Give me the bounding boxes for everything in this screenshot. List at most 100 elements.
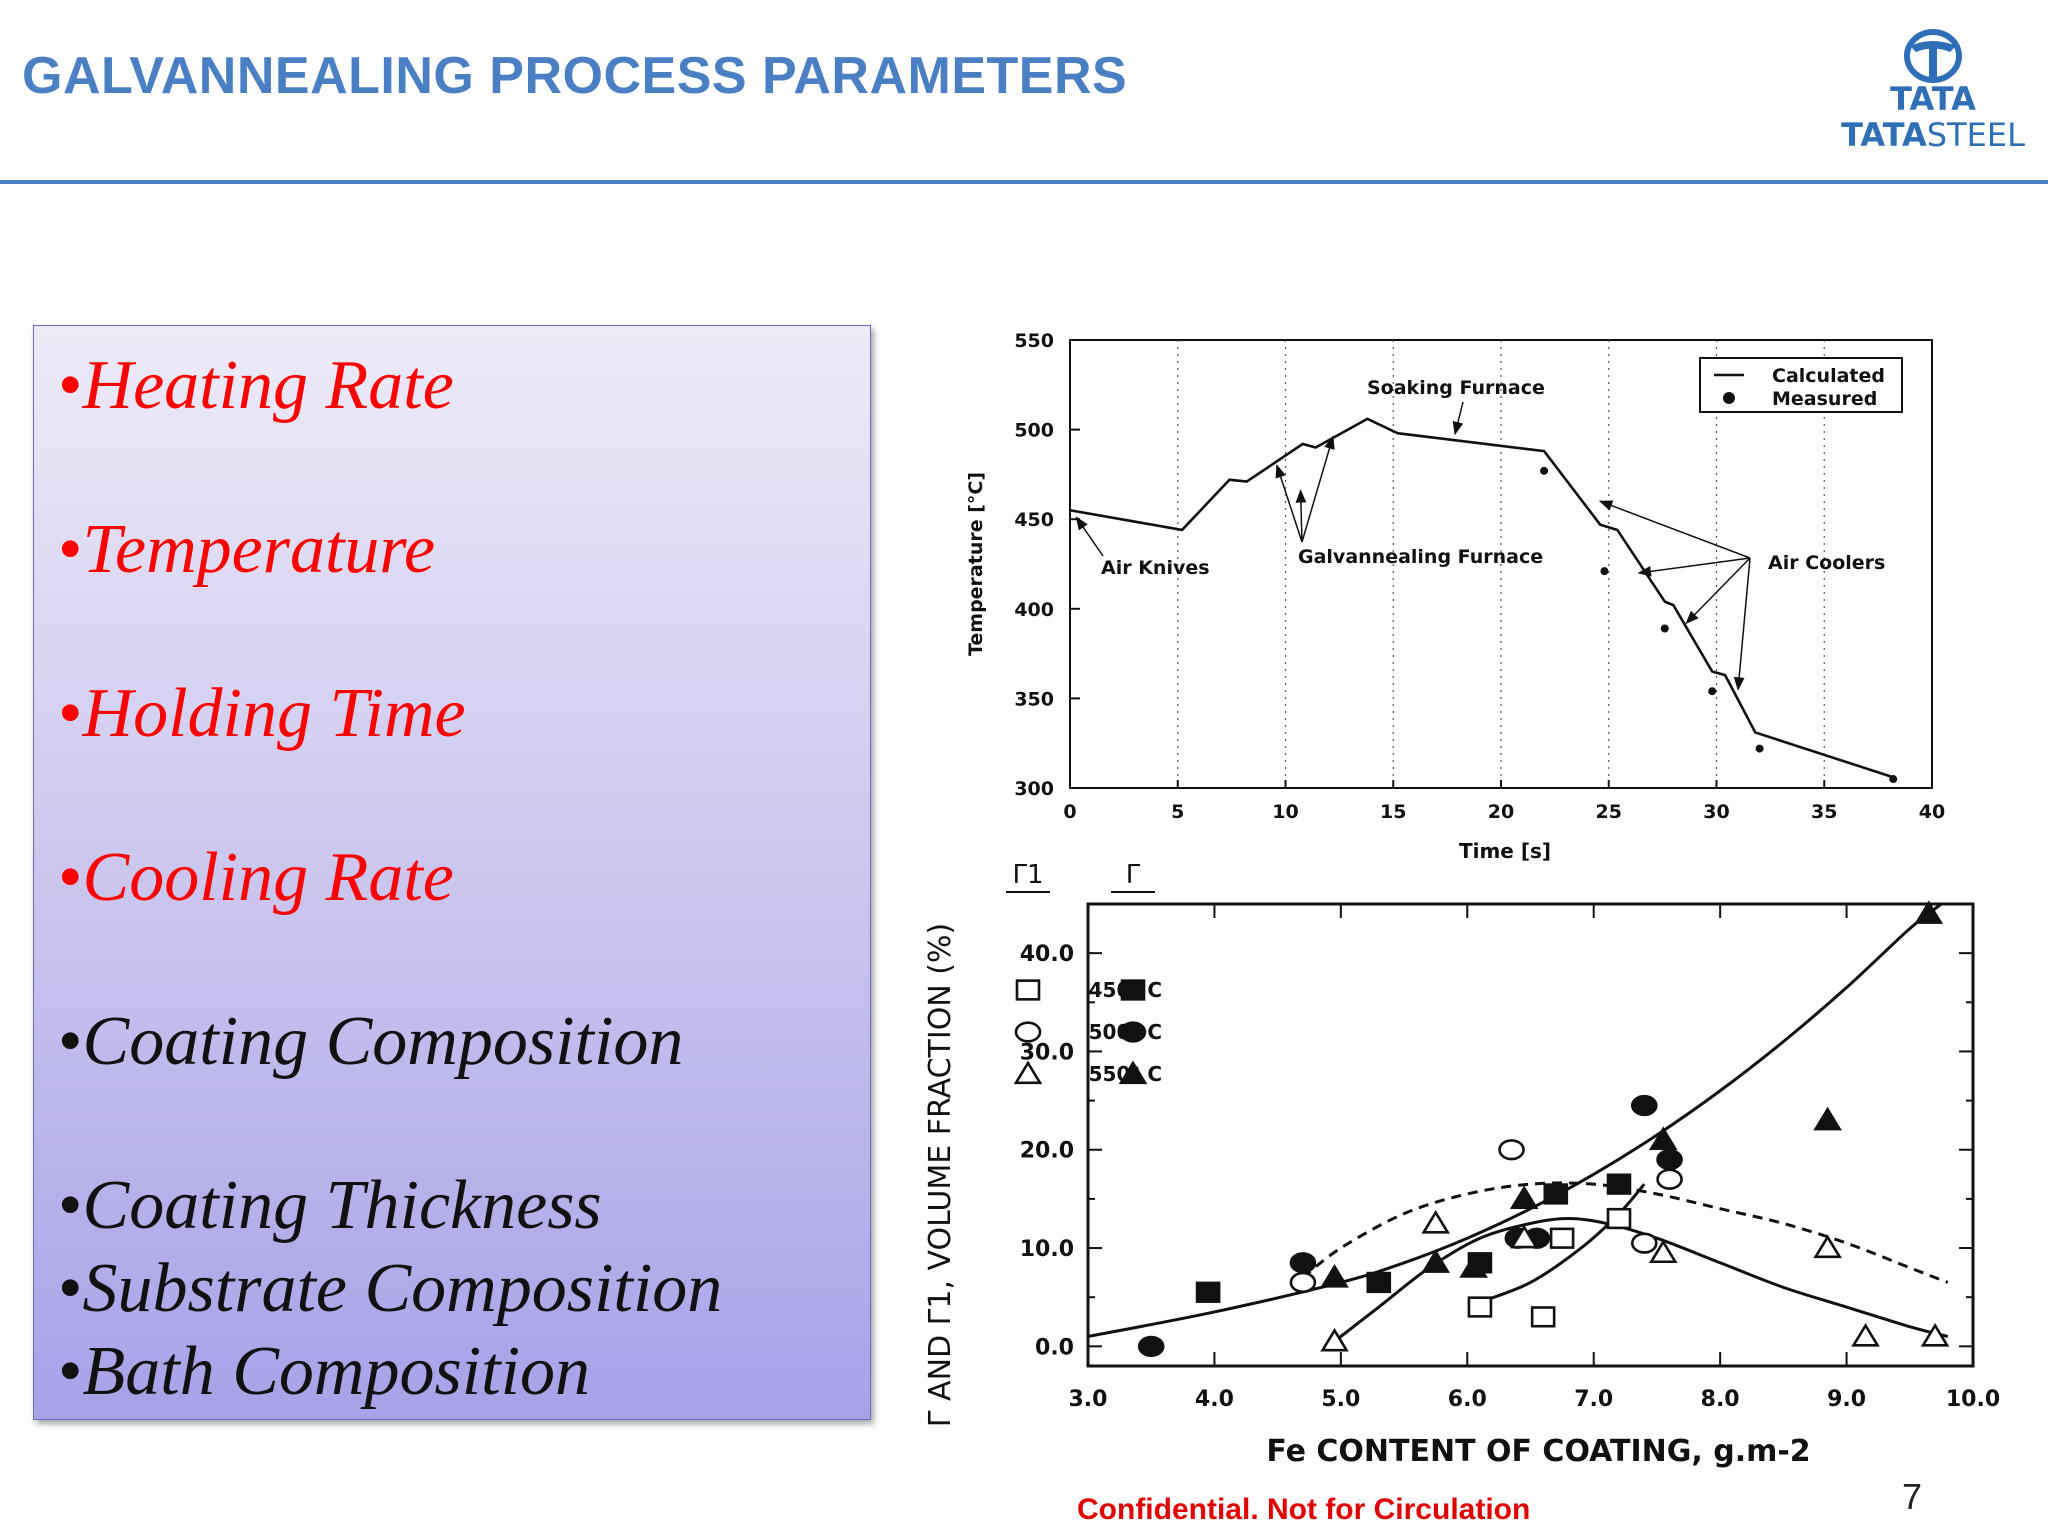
point-open-triangle: [1813, 1234, 1842, 1259]
tata-emblem-icon: [1904, 29, 1962, 83]
annotation-arrow: [1275, 464, 1303, 543]
point-filled-square: [1606, 1173, 1632, 1195]
x-tick-label: 3.0: [1069, 1387, 1108, 1412]
bullet-coating-composition: •Coating Composition: [58, 1003, 684, 1080]
point-filled-circle: [1137, 1335, 1165, 1357]
point-filled-triangle: [1509, 1185, 1539, 1209]
point-open-square: [1606, 1207, 1632, 1230]
annotation-arrow: [1598, 500, 1751, 559]
bullet-temperature: •Temperature: [58, 511, 436, 588]
y-tick-label: 30.0: [1020, 1040, 1074, 1065]
parameters-panel: •Heating Rate •Temperature •Holding Time…: [33, 325, 871, 1420]
page-number: 7: [1902, 1476, 1923, 1517]
x-tick-label: 10.0: [1946, 1387, 2000, 1412]
legend-measured: Measured: [1772, 388, 1877, 410]
annotation-arrow: [1301, 435, 1335, 543]
header-rule: [0, 180, 2048, 184]
y-axis-label: Temperature [°C]: [965, 472, 987, 656]
bullet-heating-rate: •Heating Rate: [58, 347, 454, 424]
point-open-triangle: [1421, 1209, 1450, 1234]
x-tick-label: 6.0: [1448, 1387, 1487, 1412]
annotation-arrow: [1295, 489, 1307, 543]
point-open-circle: [1656, 1168, 1683, 1190]
legend-calculated: Calculated: [1772, 365, 1885, 387]
bullet-holding-time: •Holding Time: [58, 675, 466, 752]
x-tick-label: 25: [1596, 801, 1622, 823]
x-tick-label: 0: [1063, 801, 1076, 823]
x-axis-label: Fe CONTENT OF COATING, g.m-2: [1266, 1434, 1810, 1469]
measured-point: [1540, 466, 1549, 475]
point-filled-triangle: [1459, 1254, 1488, 1278]
y-tick-label: 300: [1014, 778, 1054, 800]
y-tick-label: 400: [1014, 599, 1054, 621]
logo-steel-light: STEEL: [1927, 116, 2025, 154]
legend-filled-circle: [1119, 1021, 1147, 1043]
point-filled-triangle: [1421, 1249, 1450, 1273]
y-tick-label: 450: [1014, 509, 1054, 531]
measured-point: [1755, 744, 1764, 753]
point-filled-square: [1366, 1271, 1392, 1294]
measured-point: [1600, 567, 1609, 576]
legend-header-gamma: Γ: [1126, 860, 1141, 890]
temperature-time-chart: 0 5 10 15 20 25 30 35 40 300 350 400 450 500 550 Time […: [965, 330, 1945, 863]
annotation-arrow: [1733, 557, 1751, 691]
measured-point: [1660, 624, 1669, 633]
legend-dot-swatch: [1723, 392, 1735, 404]
annotation-air-knives: Air Knives: [1101, 557, 1210, 579]
legend-filled-square: [1120, 979, 1146, 1001]
point-open-triangle: [1648, 1239, 1678, 1264]
annotation-arrow: [1685, 557, 1751, 625]
y-tick-label: 550: [1014, 330, 1054, 352]
point-filled-triangle: [1813, 1106, 1842, 1131]
x-tick-label: 4.0: [1195, 1387, 1234, 1412]
annotation-arrow: [1075, 516, 1104, 557]
x-tick-label: 8.0: [1701, 1387, 1740, 1412]
point-open-triangle: [1509, 1224, 1539, 1249]
fit-curve-2: [1302, 1181, 1949, 1284]
point-filled-circle: [1630, 1094, 1658, 1117]
x-tick-label: 9.0: [1827, 1387, 1866, 1412]
plot-frame: [1086, 902, 1975, 1368]
confidential-footer: Confidential. Not for Circulation: [1077, 1493, 1531, 1526]
bullet-bath-composition: •Bath Composition: [58, 1333, 591, 1410]
point-filled-circle: [1656, 1148, 1683, 1171]
x-tick-label: 20: [1488, 801, 1514, 823]
x-tick-label: 7.0: [1574, 1387, 1613, 1412]
y-tick-label: 500: [1014, 420, 1054, 442]
calculated-line: [1069, 417, 1894, 779]
x-tick-label: 40: [1919, 801, 1945, 823]
point-open-square: [1467, 1296, 1493, 1318]
x-tick-label: 10: [1272, 801, 1298, 823]
point-filled-circle: [1289, 1252, 1317, 1274]
measured-point: [1708, 687, 1717, 696]
annotation-air-coolers: Air Coolers: [1768, 552, 1885, 574]
point-filled-triangle: [1320, 1264, 1349, 1288]
annotation-galvannealing-furnace: Galvannealing Furnace: [1298, 546, 1543, 568]
x-tick-label: 35: [1811, 801, 1837, 823]
tata-steel-logo: TATA TATASTEEL: [1841, 29, 2025, 154]
legend-open-triangle: [1013, 1060, 1043, 1085]
y-tick-label: 40.0: [1020, 942, 1074, 967]
measured-point: [1889, 775, 1898, 784]
point-open-square: [1530, 1306, 1556, 1328]
x-tick-label: 5: [1171, 801, 1184, 823]
point-open-square: [1549, 1227, 1575, 1249]
point-filled-triangle: [1648, 1126, 1678, 1151]
point-open-circle: [1630, 1232, 1658, 1254]
annotation-arrow: [1452, 401, 1464, 436]
volume-fraction-chart: 3.0 4.0 5.0 6.0 7.0 8.0 9.0 10.0 0.0 10.0 20.0 30.0…: [923, 860, 2000, 1469]
point-open-circle: [1498, 1139, 1525, 1161]
annotation-arrow: [1637, 557, 1751, 577]
point-filled-square: [1195, 1281, 1221, 1303]
x-tick-label: 15: [1380, 801, 1406, 823]
slide-title: GALVANNEALING PROCESS PARAMETERS: [22, 47, 1128, 105]
legend-box: [1699, 357, 1903, 413]
y-tick-label: 10.0: [1020, 1237, 1074, 1262]
bullet-cooling-rate: •Cooling Rate: [58, 839, 454, 916]
x-tick-label: 5.0: [1321, 1387, 1360, 1412]
bullet-substrate-composition: •Substrate Composition: [58, 1250, 723, 1327]
legend-open-circle: [1014, 1021, 1042, 1043]
point-open-circle: [1289, 1271, 1317, 1294]
x-tick-label: 30: [1703, 801, 1729, 823]
fit-curve-4: [1479, 1183, 1646, 1304]
